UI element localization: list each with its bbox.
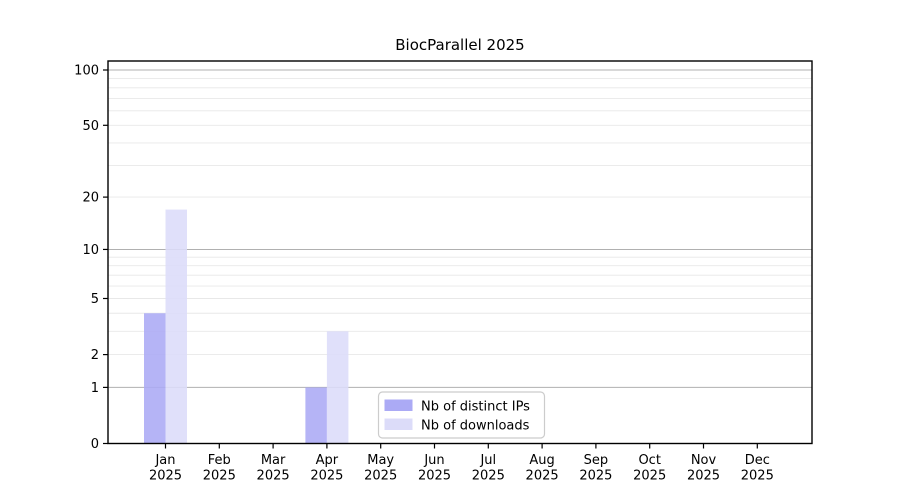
bar-distinct-ips [305,387,327,444]
x-tick-label: Nov 2025 [687,453,720,484]
x-tick-label: Oct 2025 [633,453,666,484]
legend-swatch-distinct-ips [384,399,413,411]
plot-frame [107,60,813,445]
bars [144,209,349,444]
legend-swatch-downloads [384,418,413,430]
x-tick-label: Sep 2025 [579,453,612,484]
y-tick-label: 0 [91,437,99,452]
y-tick-label: 100 [74,64,99,79]
legend-label-downloads: Nb of downloads [421,419,530,434]
x-axis-ticks: Jan 2025 Feb 2025 Mar 2025 Apr 2025 May 2025 Jun 20… [149,443,774,484]
x-tick-label: Apr 2025 [310,453,343,484]
bar-downloads [165,209,187,444]
x-tick-label: Aug 2025 [526,453,559,484]
x-tick-label: Mar 2025 [257,453,290,484]
x-tick-label: May 2025 [364,453,397,484]
y-tick-label: 1 [91,381,99,396]
bar-distinct-ips [144,313,166,444]
y-tick-label: 2 [91,348,99,363]
legend-label-distinct-ips: Nb of distinct IPs [421,400,530,415]
legend: Nb of distinct IPs Nb of downloads [377,391,546,439]
bar-downloads [326,331,349,444]
chart-title: BiocParallel 2025 [395,36,524,54]
x-tick-label: Feb 2025 [203,453,236,484]
y-tick-label: 20 [82,191,99,206]
x-tick-label: Jul 2025 [472,453,505,484]
y-tick-label: 5 [91,292,99,307]
x-tick-label: Jan 2025 [149,453,182,484]
gridlines [108,69,812,388]
x-tick-label: Jun 2025 [418,453,451,484]
y-tick-label: 50 [82,119,99,134]
y-axis-ticks: 0 1 2 5 10 20 50 100 [74,64,108,452]
legend-box [377,391,546,439]
x-tick-label: Dec 2025 [741,453,774,484]
y-tick-label: 10 [82,243,99,258]
